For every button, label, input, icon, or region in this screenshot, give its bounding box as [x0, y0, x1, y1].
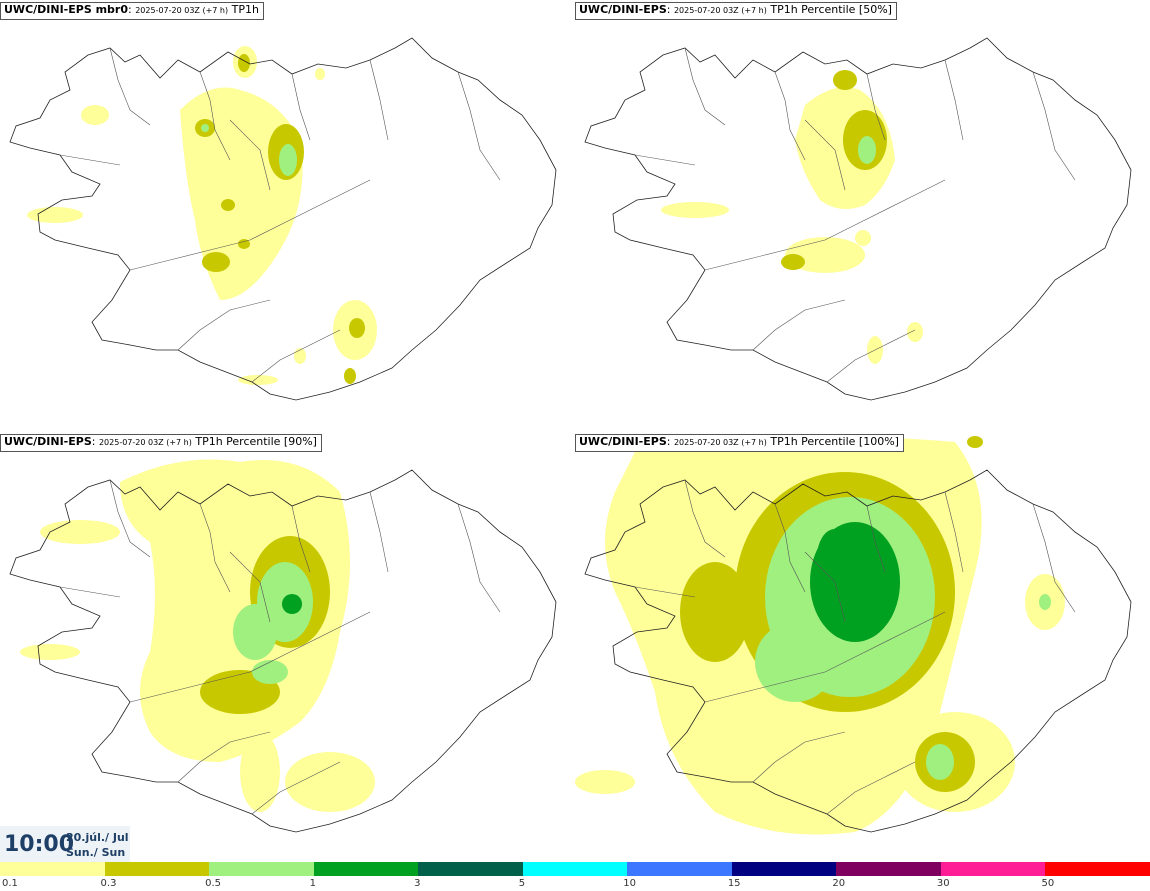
valid-time-date: 20.júl./ Jul [66, 831, 129, 844]
colorbar-tick-label: 15 [727, 878, 741, 889]
colorbar-tick-label: 0.1 [2, 878, 18, 889]
map-canvas [9, 459, 557, 833]
valid-time-box: 10:00 20.júl./ Jul Sun./ Sun [0, 826, 130, 862]
model-label: UWC/DINI-EPS [579, 3, 667, 16]
colorbar-tick-label: 20 [832, 878, 846, 889]
panel-title: UWC/DINI-EPS mbr0: 2025-07-20 03Z (+7 h)… [0, 2, 264, 20]
colorbar-swatch [313, 862, 419, 876]
colorbar-swatch [627, 862, 733, 876]
colorbar-swatch [104, 862, 210, 876]
map-canvas [575, 436, 1132, 835]
colorbar-swatch [1045, 862, 1150, 876]
field-label: TP1h [231, 3, 259, 16]
colorbar-tick-label: 1 [309, 878, 316, 889]
panel-title: UWC/DINI-EPS: 2025-07-20 03Z (+7 h) TP1h… [575, 434, 904, 452]
panel-title: UWC/DINI-EPS: 2025-07-20 03Z (+7 h) TP1h… [575, 2, 897, 20]
map-panel-mbr0: UWC/DINI-EPS mbr0: 2025-07-20 03Z (+7 h)… [0, 0, 575, 430]
colorbar-swatch [522, 862, 628, 876]
precip-overlay [27, 46, 377, 385]
run-label: 2025-07-20 03Z (+7 h) [135, 6, 229, 15]
map-canvas [584, 37, 1132, 401]
map-canvas [9, 37, 557, 401]
precip-overlay [661, 70, 923, 364]
precip-overlay [20, 459, 375, 812]
map-panel-p100: UWC/DINI-EPS: 2025-07-20 03Z (+7 h) TP1h… [575, 432, 1150, 862]
run-label: 2025-07-20 03Z (+7 h) [673, 6, 767, 15]
map-panel-p50: UWC/DINI-EPS: 2025-07-20 03Z (+7 h) TP1h… [575, 0, 1150, 430]
colorbar-swatch [209, 862, 315, 876]
colorbar-swatch [836, 862, 942, 876]
colorbar-tick-label: 10 [623, 878, 636, 889]
valid-time-day: Sun./ Sun [66, 846, 126, 859]
model-label: UWC/DINI-EPS [4, 435, 92, 448]
field-label: TP1h Percentile [90%] [195, 435, 317, 448]
colorbar-tick-label: 30 [936, 878, 950, 889]
colorbar-tick-label: 5 [518, 878, 526, 889]
colorbar-swatch [418, 862, 524, 876]
valid-time-clock: 10:00 [4, 832, 75, 857]
colorbar-tick-label: 0.5 [205, 878, 221, 889]
field-label: TP1h Percentile [100%] [770, 435, 899, 448]
colorbar-tick-label: 0.3 [100, 878, 117, 889]
precip-overlay [575, 436, 1065, 835]
model-label: UWC/DINI-EPS mbr0 [4, 3, 128, 16]
colorbar-tick-label: 3 [414, 878, 421, 889]
colorbar-swatch [0, 862, 105, 876]
map-panel-p90: UWC/DINI-EPS: 2025-07-20 03Z (+7 h) TP1h… [0, 432, 575, 862]
colorbar-legend: 0.1 0.3 0.5 1 3 5 10 15 20 30 50 [0, 862, 1150, 891]
colorbar-swatch [731, 862, 837, 876]
field-label: TP1h Percentile [50%] [770, 3, 892, 16]
panel-title: UWC/DINI-EPS: 2025-07-20 03Z (+7 h) TP1h… [0, 434, 322, 452]
model-label: UWC/DINI-EPS [579, 435, 667, 448]
run-label: 2025-07-20 03Z (+7 h) [98, 438, 192, 447]
run-label: 2025-07-20 03Z (+7 h) [673, 438, 767, 447]
colorbar-tick-label: 50 [1041, 878, 1055, 889]
colorbar-swatch [940, 862, 1046, 876]
